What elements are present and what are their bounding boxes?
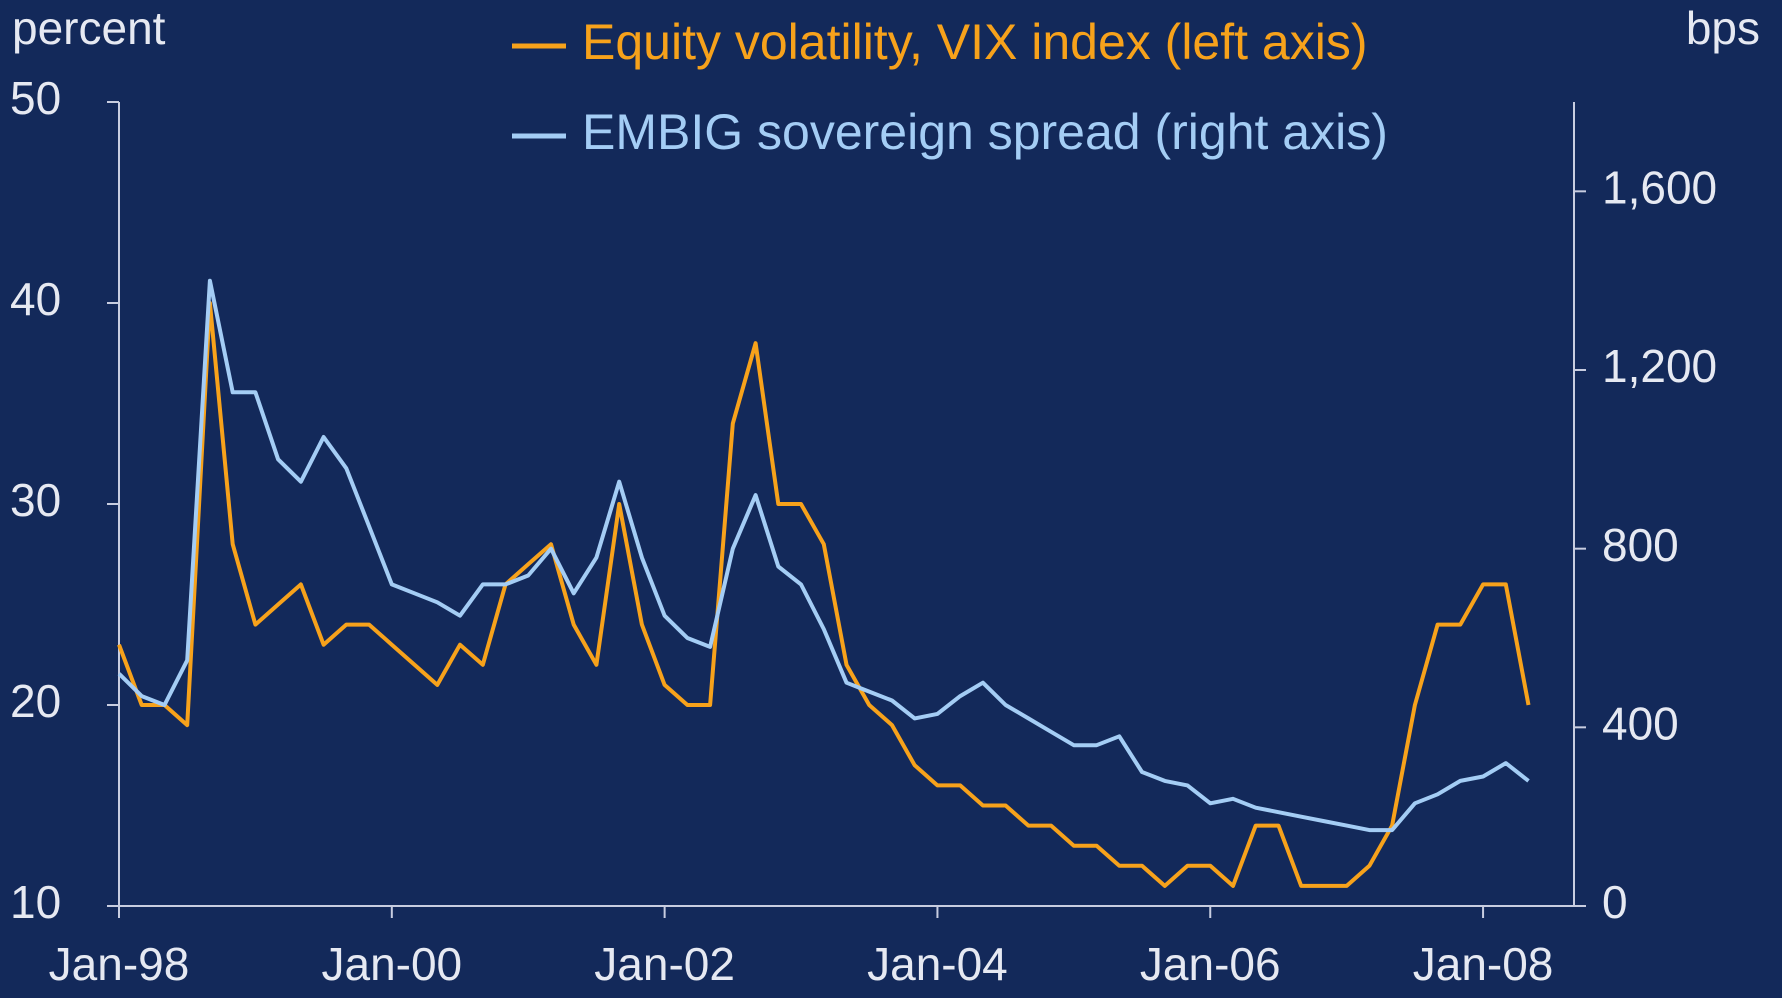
x-tick-label: Jan-98 xyxy=(49,938,190,990)
series-line xyxy=(117,278,1530,833)
y2-tick-label: 0 xyxy=(1602,876,1628,928)
y-tick-label: 20 xyxy=(10,675,61,727)
legend-label: EMBIG sovereign spread (right axis) xyxy=(582,104,1388,160)
y2-axis-label: bps xyxy=(1686,2,1760,54)
y-axis-label: percent xyxy=(12,2,166,54)
x-tick-label: Jan-06 xyxy=(1140,938,1281,990)
x-tick-label: Jan-08 xyxy=(1413,938,1554,990)
legend-label: Equity volatility, VIX index (left axis) xyxy=(582,14,1367,70)
y2-tick-label: 1,200 xyxy=(1602,340,1717,392)
y2-tick-label: 400 xyxy=(1602,697,1679,749)
y-tick-label: 40 xyxy=(10,273,61,325)
y-tick-label: 10 xyxy=(10,876,61,928)
y2-tick-label: 800 xyxy=(1602,519,1679,571)
x-tick-label: Jan-04 xyxy=(867,938,1008,990)
y-tick-label: 50 xyxy=(10,72,61,124)
y-tick-label: 30 xyxy=(10,474,61,526)
series-line xyxy=(117,301,1531,888)
y2-tick-label: 1,600 xyxy=(1602,161,1717,213)
x-tick-label: Jan-02 xyxy=(594,938,735,990)
x-tick-label: Jan-00 xyxy=(321,938,462,990)
